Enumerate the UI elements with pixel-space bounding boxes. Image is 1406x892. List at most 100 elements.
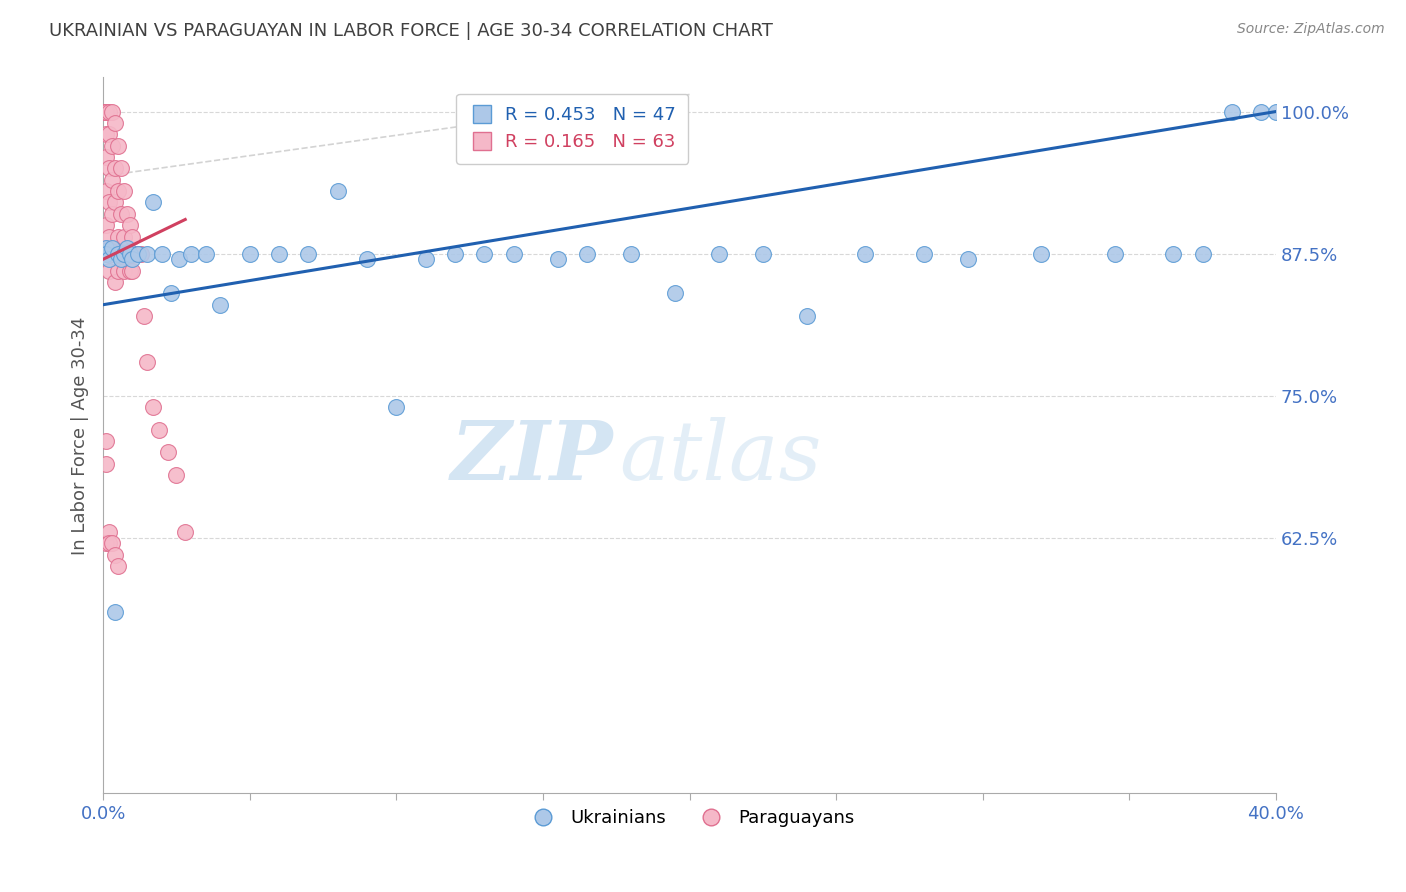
Point — [94, 104, 117, 119]
Point — [1250, 104, 1272, 119]
Point — [142, 400, 165, 414]
Point — [104, 241, 127, 255]
Point — [101, 172, 124, 186]
Point — [444, 246, 467, 260]
Point — [94, 104, 117, 119]
Point — [107, 184, 129, 198]
Y-axis label: In Labor Force | Age 30-34: In Labor Force | Age 30-34 — [72, 316, 89, 555]
Point — [1031, 246, 1053, 260]
Point — [94, 104, 117, 119]
Point — [297, 246, 319, 260]
Point — [121, 252, 143, 267]
Point — [1191, 246, 1213, 260]
Point — [752, 246, 775, 260]
Point — [136, 354, 159, 368]
Point — [101, 246, 124, 260]
Point — [472, 246, 495, 260]
Point — [136, 246, 159, 260]
Point — [148, 423, 170, 437]
Point — [165, 468, 187, 483]
Point — [121, 229, 143, 244]
Point — [1220, 104, 1243, 119]
Point — [112, 229, 135, 244]
Point — [112, 184, 135, 198]
Point — [107, 229, 129, 244]
Point — [127, 246, 149, 260]
Point — [707, 246, 730, 260]
Point — [267, 246, 290, 260]
Legend: Ukrainians, Paraguayans: Ukrainians, Paraguayans — [517, 802, 862, 834]
Text: atlas: atlas — [619, 417, 821, 497]
Point — [502, 246, 524, 260]
Point — [159, 286, 181, 301]
Point — [101, 207, 124, 221]
Point — [101, 138, 124, 153]
Point — [134, 309, 156, 323]
Point — [110, 207, 132, 221]
Point — [356, 252, 378, 267]
Point — [107, 559, 129, 574]
Point — [98, 536, 121, 550]
Point — [94, 104, 117, 119]
Point — [98, 195, 121, 210]
Point — [547, 252, 569, 267]
Point — [107, 246, 129, 260]
Point — [98, 252, 121, 267]
Point — [664, 286, 686, 301]
Point — [94, 104, 117, 119]
Point — [115, 246, 138, 260]
Point — [150, 246, 173, 260]
Point — [127, 246, 149, 260]
Point — [1163, 246, 1185, 260]
Point — [107, 138, 129, 153]
Point — [957, 252, 980, 267]
Point — [142, 195, 165, 210]
Text: Source: ZipAtlas.com: Source: ZipAtlas.com — [1237, 22, 1385, 37]
Point — [796, 309, 818, 323]
Point — [104, 605, 127, 619]
Point — [104, 275, 127, 289]
Point — [94, 104, 117, 119]
Point — [415, 252, 437, 267]
Point — [118, 246, 141, 260]
Point — [104, 116, 127, 130]
Point — [98, 229, 121, 244]
Point — [112, 246, 135, 260]
Text: ZIP: ZIP — [451, 417, 613, 497]
Point — [115, 241, 138, 255]
Point — [101, 241, 124, 255]
Point — [94, 434, 117, 448]
Point — [156, 445, 179, 459]
Point — [107, 263, 129, 277]
Point — [855, 246, 877, 260]
Point — [98, 104, 121, 119]
Point — [112, 263, 135, 277]
Point — [104, 195, 127, 210]
Point — [101, 104, 124, 119]
Point — [104, 548, 127, 562]
Point — [174, 524, 197, 539]
Point — [620, 246, 643, 260]
Point — [169, 252, 191, 267]
Point — [94, 104, 117, 119]
Point — [94, 150, 117, 164]
Point — [98, 524, 121, 539]
Point — [326, 184, 349, 198]
Point — [385, 400, 408, 414]
Point — [110, 252, 132, 267]
Point — [115, 207, 138, 221]
Point — [118, 263, 141, 277]
Point — [94, 218, 117, 232]
Point — [94, 104, 117, 119]
Point — [94, 246, 117, 260]
Point — [239, 246, 262, 260]
Point — [98, 263, 121, 277]
Point — [101, 536, 124, 550]
Point — [94, 241, 117, 255]
Point — [180, 246, 202, 260]
Point — [110, 246, 132, 260]
Point — [98, 128, 121, 142]
Point — [194, 246, 217, 260]
Point — [912, 246, 935, 260]
Point — [118, 218, 141, 232]
